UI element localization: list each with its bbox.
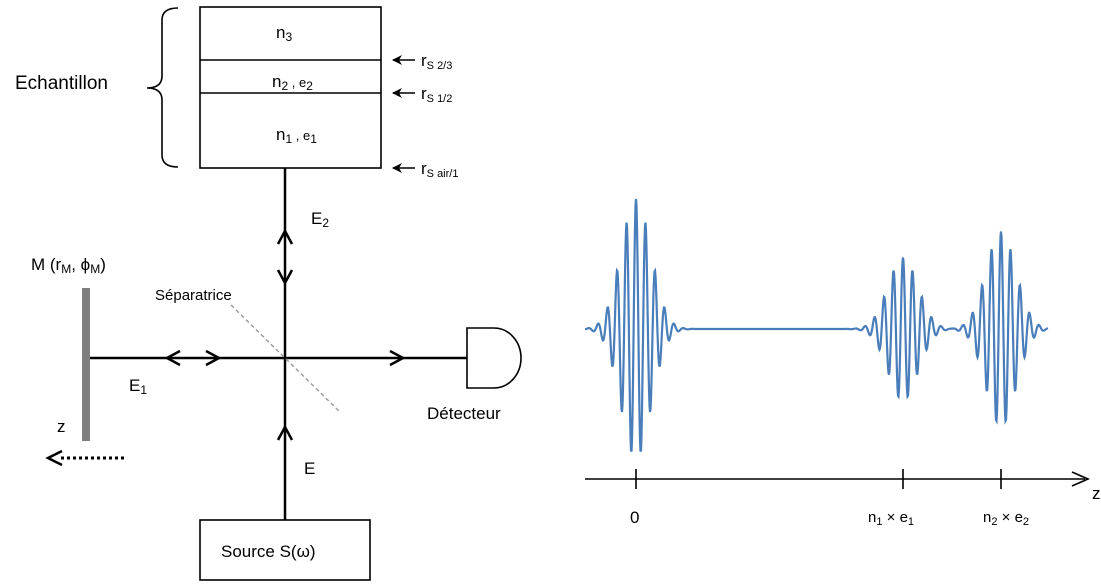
splitter-label: Séparatrice	[155, 287, 232, 304]
z-left-label: z	[57, 417, 66, 436]
field-e-label: E	[304, 459, 316, 478]
arrow-right-detector	[389, 349, 406, 367]
interface-1-2-label: rS 1/2	[421, 84, 453, 105]
sample-label: Echantillon	[15, 73, 108, 94]
layer-2-label: n2 , e2	[272, 72, 313, 93]
reference-mirror	[82, 288, 90, 441]
sample-stack	[199, 6, 382, 169]
detector	[466, 327, 522, 389]
layer-3-label: n3	[276, 23, 293, 44]
signal-axis	[585, 469, 1090, 489]
detector-label: Détecteur	[427, 404, 501, 423]
arrow-left-reference	[164, 349, 181, 367]
interface-2-3-label: rS 2/3	[421, 51, 453, 72]
interface-air-1-label: rS air/1	[421, 159, 459, 180]
tick-label-n1e1: n1 × e1	[868, 509, 915, 528]
arrow-up-sample	[276, 228, 294, 245]
field-e1-label: E1	[129, 376, 148, 397]
mirror-label: M (rM, ϕM)	[31, 255, 106, 276]
arrow-down-sample	[276, 269, 294, 286]
arrow-up-source	[276, 424, 294, 441]
sample-brace	[146, 7, 179, 168]
tick-label-0: 0	[630, 508, 640, 527]
layer-1-label: n1 , e1	[276, 125, 317, 146]
axis-z-label: z	[1092, 484, 1101, 503]
tick-label-n2e2: n2 × e2	[983, 509, 1030, 528]
beam-splitter	[230, 304, 342, 414]
field-e2-label: E2	[311, 209, 330, 230]
interferogram-trace	[584, 198, 1049, 452]
source-label: Source S(ω)	[221, 542, 316, 561]
interface-arrows	[392, 55, 415, 173]
source-box	[199, 519, 371, 581]
arrow-right-reference	[205, 349, 222, 367]
